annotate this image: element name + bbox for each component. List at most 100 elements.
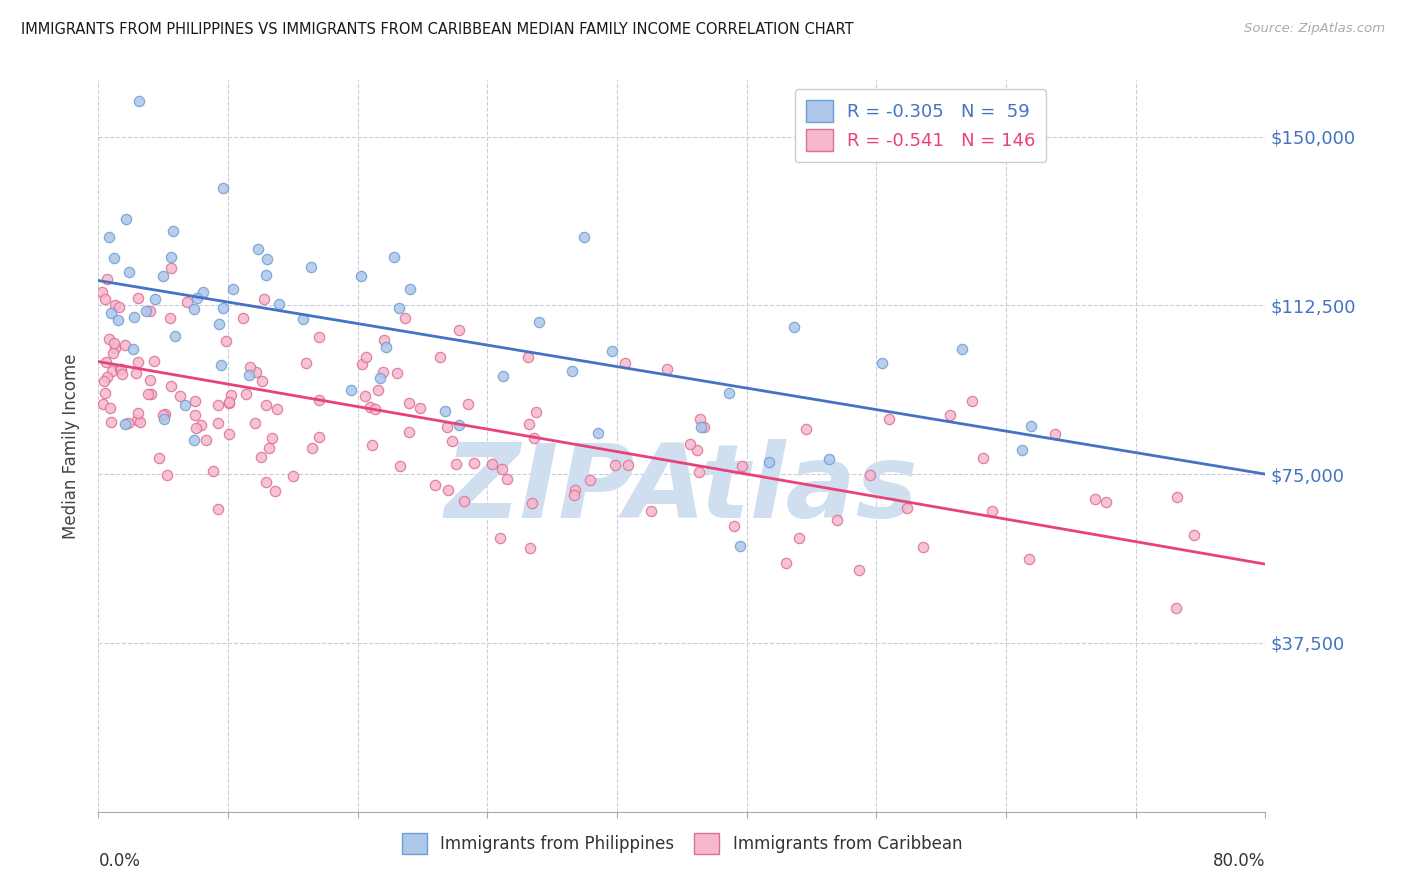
Point bbox=[176, 294, 198, 309]
Point bbox=[125, 366, 148, 380]
Point bbox=[859, 467, 882, 482]
Point bbox=[283, 469, 305, 483]
Point bbox=[686, 442, 709, 457]
Point bbox=[295, 356, 318, 370]
Point bbox=[127, 355, 149, 369]
Point bbox=[339, 384, 361, 398]
Point bbox=[152, 269, 174, 284]
Point bbox=[359, 401, 381, 415]
Point bbox=[111, 368, 134, 382]
Point bbox=[107, 300, 129, 314]
Point bbox=[299, 260, 322, 274]
Point bbox=[183, 394, 205, 409]
Point bbox=[160, 261, 183, 276]
Point bbox=[561, 364, 583, 378]
Point bbox=[938, 408, 960, 422]
Point bbox=[960, 394, 983, 409]
Y-axis label: Median Family Income: Median Family Income bbox=[62, 353, 80, 539]
Point bbox=[367, 383, 389, 397]
Legend: Immigrants from Philippines, Immigrants from Caribbean: Immigrants from Philippines, Immigrants … bbox=[394, 825, 970, 862]
Point bbox=[877, 411, 900, 425]
Point bbox=[350, 268, 373, 283]
Point bbox=[114, 211, 136, 226]
Point bbox=[250, 374, 273, 388]
Point bbox=[91, 397, 114, 411]
Point bbox=[398, 395, 420, 409]
Point bbox=[423, 477, 446, 491]
Point bbox=[93, 374, 115, 388]
Point bbox=[731, 459, 754, 474]
Point bbox=[388, 301, 411, 316]
Point bbox=[96, 369, 118, 384]
Point bbox=[1094, 494, 1116, 508]
Point bbox=[218, 396, 240, 410]
Point bbox=[519, 541, 541, 555]
Point bbox=[350, 357, 373, 371]
Point bbox=[640, 503, 662, 517]
Point bbox=[207, 398, 229, 412]
Point bbox=[818, 451, 841, 466]
Point bbox=[603, 458, 626, 473]
Point bbox=[758, 455, 780, 469]
Point bbox=[97, 229, 120, 244]
Point bbox=[728, 539, 751, 553]
Point bbox=[368, 371, 391, 385]
Point bbox=[972, 451, 994, 466]
Point bbox=[201, 464, 224, 478]
Point bbox=[453, 493, 475, 508]
Point bbox=[156, 468, 179, 483]
Point bbox=[207, 501, 229, 516]
Point bbox=[219, 388, 242, 402]
Point bbox=[94, 354, 117, 368]
Point bbox=[212, 301, 235, 315]
Point bbox=[160, 250, 183, 264]
Point bbox=[162, 224, 184, 238]
Point bbox=[118, 265, 141, 279]
Point bbox=[128, 94, 150, 108]
Point bbox=[264, 483, 287, 498]
Point bbox=[481, 457, 503, 471]
Point bbox=[117, 416, 139, 430]
Point bbox=[91, 285, 114, 299]
Point bbox=[794, 422, 817, 436]
Point bbox=[1166, 490, 1188, 504]
Point bbox=[98, 401, 121, 415]
Point bbox=[129, 415, 152, 429]
Point bbox=[562, 488, 585, 502]
Point bbox=[787, 531, 810, 545]
Point bbox=[354, 389, 377, 403]
Point bbox=[243, 416, 266, 430]
Point bbox=[218, 394, 240, 409]
Point bbox=[104, 298, 127, 312]
Point bbox=[209, 358, 232, 372]
Point bbox=[93, 292, 115, 306]
Point bbox=[586, 425, 609, 440]
Point bbox=[775, 557, 797, 571]
Point bbox=[1166, 600, 1188, 615]
Point bbox=[446, 457, 468, 471]
Point bbox=[308, 330, 330, 344]
Point bbox=[520, 496, 543, 510]
Point bbox=[579, 473, 602, 487]
Point bbox=[1011, 442, 1033, 457]
Point bbox=[436, 483, 458, 497]
Point bbox=[364, 402, 387, 417]
Point bbox=[1043, 426, 1066, 441]
Text: 80.0%: 80.0% bbox=[1213, 852, 1265, 870]
Point bbox=[398, 282, 420, 296]
Point bbox=[124, 310, 146, 325]
Point bbox=[246, 242, 269, 256]
Point bbox=[211, 181, 233, 195]
Point bbox=[496, 472, 519, 486]
Point bbox=[127, 291, 149, 305]
Point bbox=[262, 431, 284, 445]
Point bbox=[723, 518, 745, 533]
Point bbox=[141, 387, 163, 401]
Point bbox=[107, 312, 129, 326]
Point bbox=[160, 379, 183, 393]
Point bbox=[218, 426, 240, 441]
Point bbox=[186, 291, 208, 305]
Point bbox=[572, 230, 595, 244]
Point bbox=[169, 389, 191, 403]
Point bbox=[388, 458, 411, 473]
